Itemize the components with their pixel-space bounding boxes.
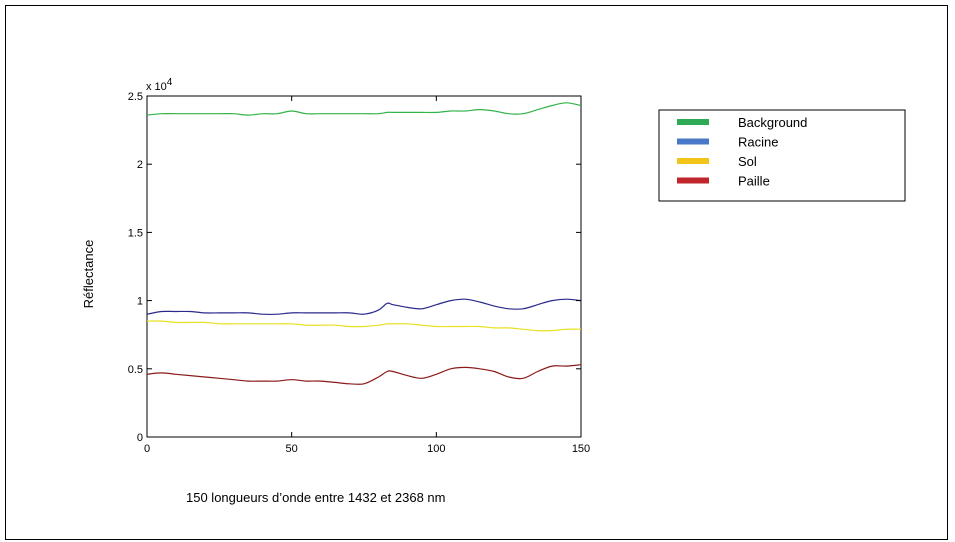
series-line-paille [146, 364, 582, 385]
x-tick-label: 0 [144, 443, 150, 455]
x-tick-label: 150 [572, 443, 590, 455]
legend-swatch-racine [677, 138, 709, 145]
y-tick-label: 0 [137, 432, 143, 444]
y-tick-label: 0.5 [128, 364, 143, 376]
legend-box [658, 109, 906, 202]
legend: Background Racine Sol Paille [658, 109, 906, 202]
y-tick-label: 1 [137, 296, 143, 308]
legend-swatch-sol [677, 158, 709, 164]
legend-items: Background Racine Sol Paille [677, 115, 807, 189]
axes-box [146, 95, 582, 438]
series-line-racine [146, 298, 582, 316]
legend-label-paille: Paille [738, 174, 770, 189]
y-tick-label: 2.5 [128, 91, 143, 103]
series-line-sol [146, 320, 582, 332]
legend-label-sol: Sol [738, 154, 757, 169]
x-axis-label: 150 longueurs d’onde entre 1432 et 2368 … [186, 490, 445, 505]
y-axis-multiplier: x 104 [146, 77, 173, 93]
legend-label-racine: Racine [738, 135, 778, 150]
y-tick-label: 1.5 [128, 227, 143, 239]
series-layer [146, 102, 582, 385]
ticks-layer: 0 50 100 150 0 0.5 1 1.5 2 2.5 [128, 91, 590, 455]
x-tick-label: 100 [427, 443, 445, 455]
y-axis-label: Réflectance [81, 240, 96, 309]
y-tick-label: 2 [137, 159, 143, 171]
x-tick-label: 50 [286, 443, 298, 455]
legend-swatch-background [677, 119, 709, 125]
series-line-background [146, 102, 582, 116]
legend-swatch-paille [677, 177, 709, 184]
plot-area: 0 50 100 150 0 0.5 1 1.5 2 2.5 [128, 91, 590, 455]
legend-label-background: Background [738, 115, 807, 130]
